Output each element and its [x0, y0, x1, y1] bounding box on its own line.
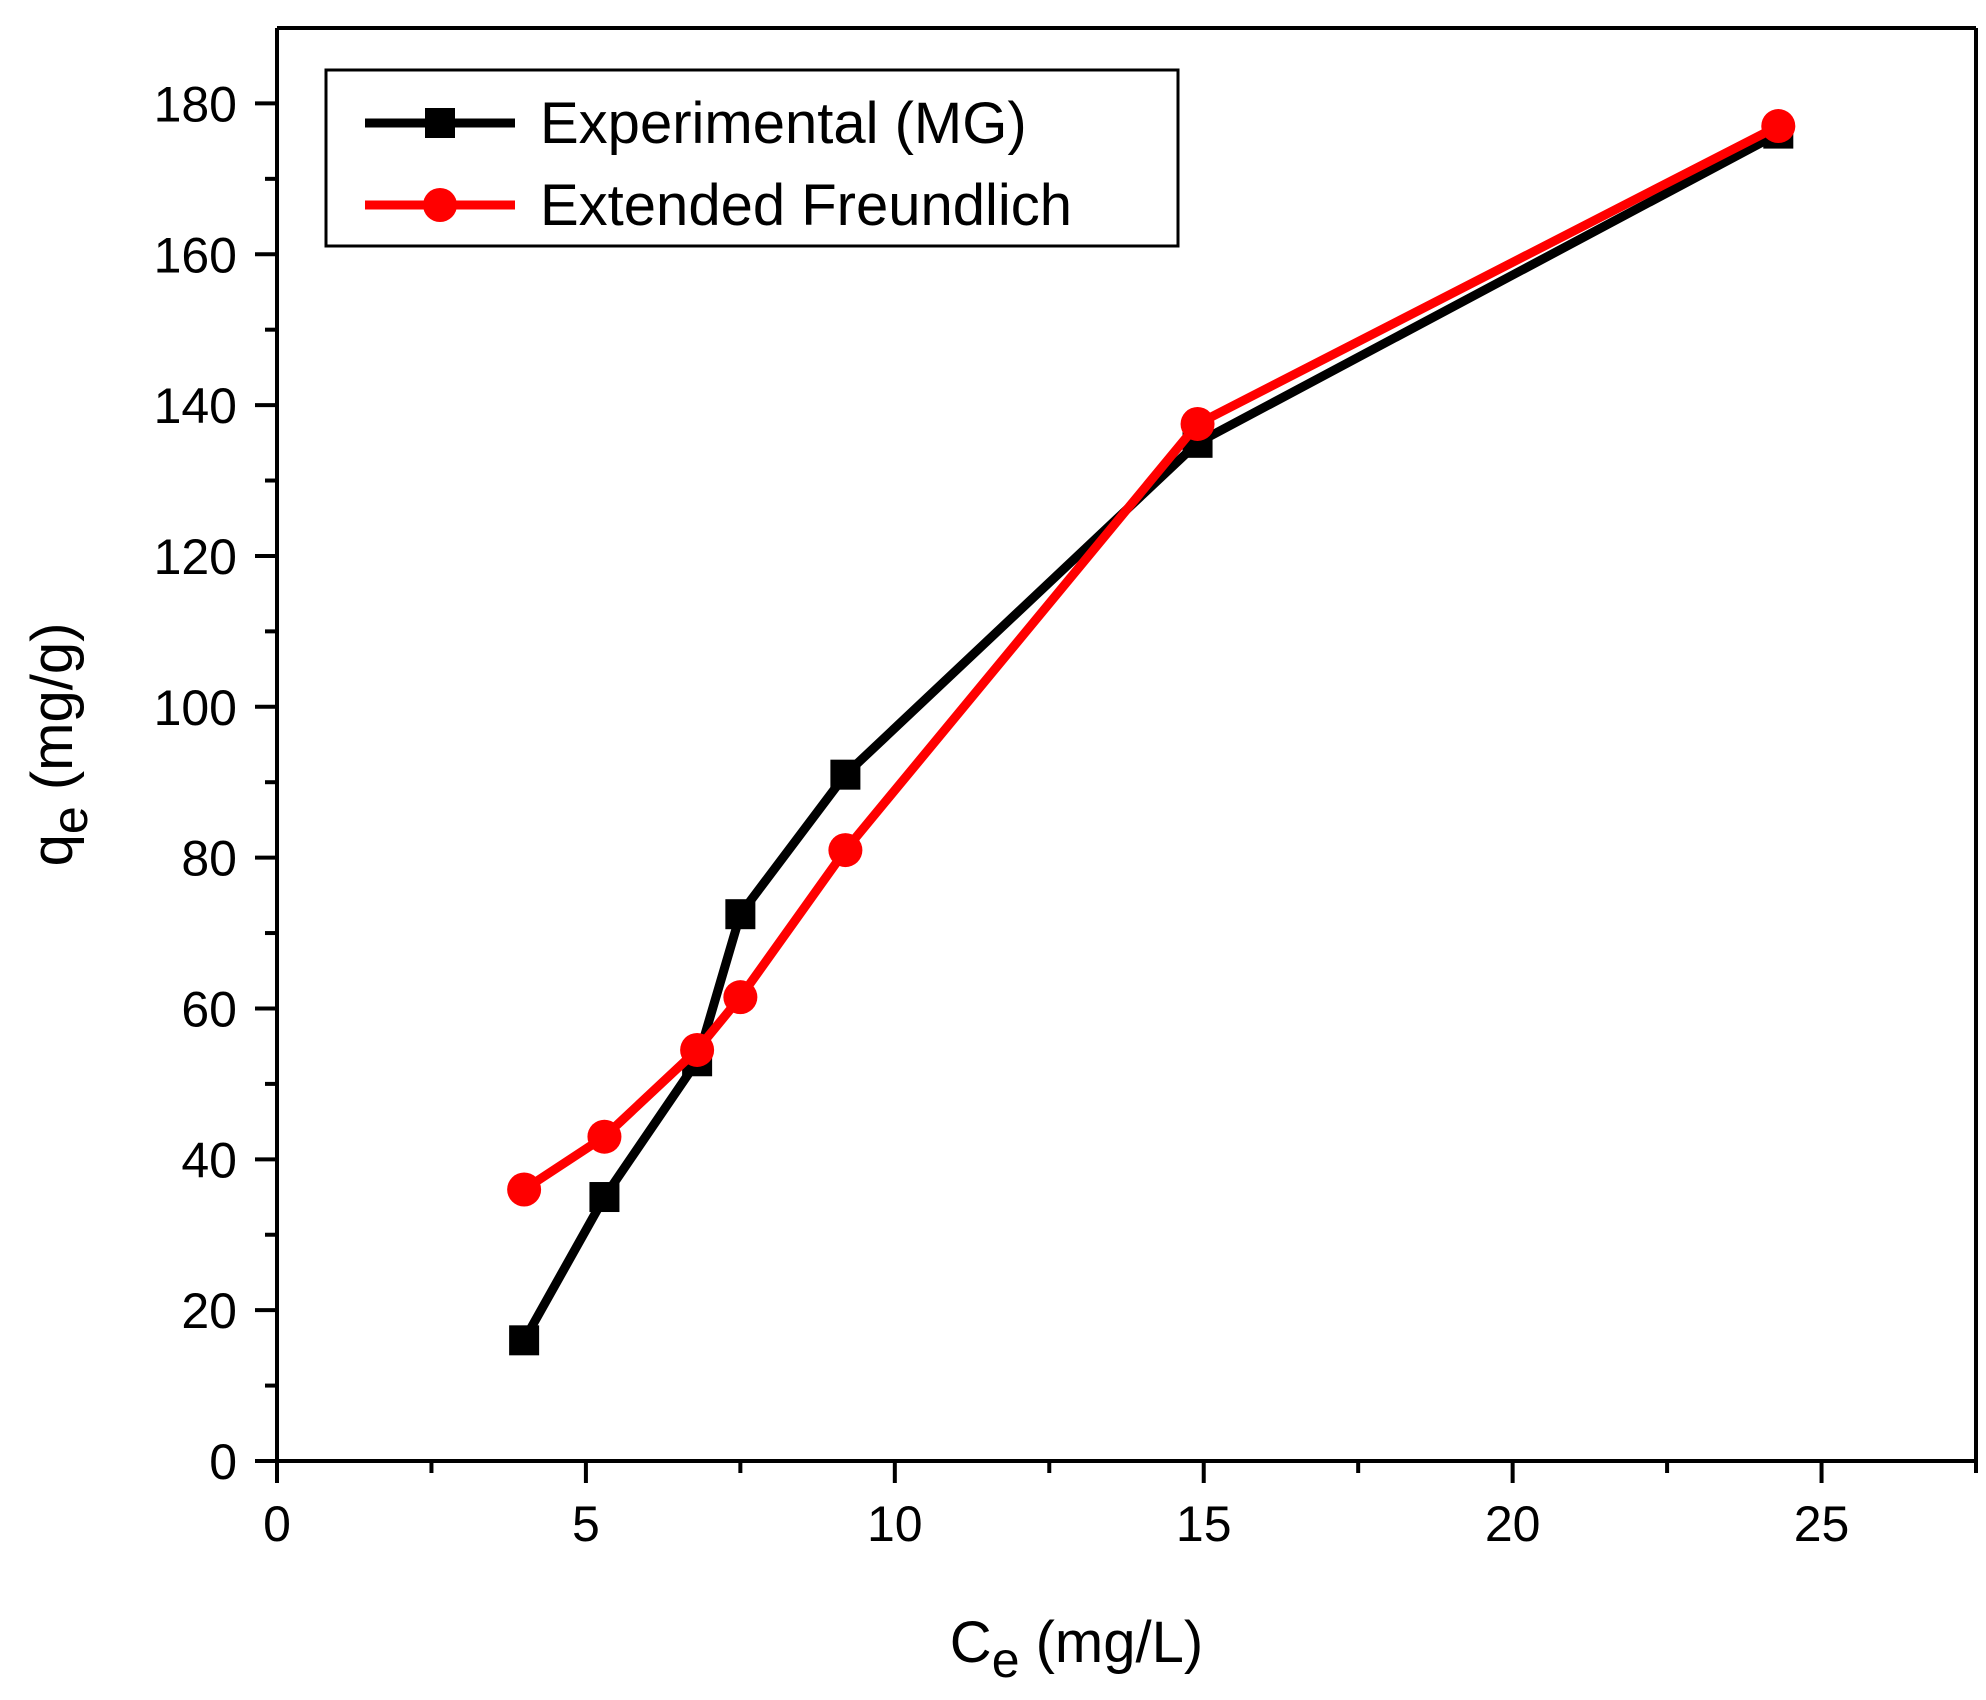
x-tick-label: 10 [867, 1496, 923, 1552]
x-axis-ticks: 0 5 10 15 20 25 [263, 1461, 1978, 1552]
y-tick-label: 120 [154, 529, 237, 585]
axes [275, 26, 1978, 1463]
y-tick-label: 100 [154, 680, 237, 736]
data-point [509, 1325, 540, 1356]
y-tick-label: 20 [181, 1283, 237, 1339]
data-point [1761, 109, 1796, 144]
series-line [520, 129, 1781, 1343]
y-axis-title-base: q [20, 834, 85, 866]
x-axis-title-unit: (mg/L) [1020, 1610, 1204, 1675]
x-axis-title: Ce (mg/L) [950, 1610, 1203, 1688]
x-tick-label: 15 [1176, 1496, 1232, 1552]
y-axis-ticks: 0 20 40 60 80 100 120 140 160 180 [154, 76, 277, 1490]
y-tick-label: 80 [181, 831, 237, 887]
series-line [521, 122, 1781, 1194]
legend-marker [423, 188, 457, 222]
x-tick-label: 5 [572, 1496, 600, 1552]
data-point [828, 833, 863, 868]
x-axis-title-sub: e [992, 1632, 1020, 1688]
x-tick-label: 0 [263, 1496, 291, 1552]
x-axis-title-base: C [950, 1610, 992, 1675]
legend-box [324, 68, 1180, 248]
y-tick-label: 60 [181, 981, 237, 1037]
data-point [725, 899, 756, 930]
y-tick-label: 180 [154, 76, 237, 132]
data-point [1180, 406, 1215, 441]
y-axis-title-sub: e [42, 806, 98, 834]
legend-marker [425, 108, 455, 138]
x-tick-label: 25 [1794, 1496, 1850, 1552]
legend-entry-extended-freundlich: Extended Freundlich [365, 173, 1072, 238]
legend: Experimental (MG) Extended Freundlich [324, 68, 1180, 248]
data-point [587, 1119, 622, 1154]
data-point [723, 980, 758, 1015]
y-tick-label: 140 [154, 378, 237, 434]
legend-label: Experimental (MG) [540, 91, 1027, 156]
y-tick-label: 40 [181, 1132, 237, 1188]
y-axis-title: qe (mg/g) [20, 623, 98, 867]
plot-series [507, 109, 1796, 1356]
series-experimental [509, 118, 1794, 1356]
y-tick-label: 160 [154, 227, 237, 283]
y-axis-title-unit: (mg/g) [20, 623, 85, 807]
data-point [589, 1182, 620, 1213]
data-point [830, 759, 861, 790]
series-extended-freundlich [507, 109, 1796, 1207]
legend-entry-experimental: Experimental (MG) [365, 91, 1027, 156]
legend-label: Extended Freundlich [540, 173, 1072, 238]
data-point [507, 1172, 542, 1207]
data-point [680, 1032, 715, 1067]
x-tick-label: 20 [1485, 1496, 1541, 1552]
y-tick-label: 0 [209, 1434, 237, 1490]
